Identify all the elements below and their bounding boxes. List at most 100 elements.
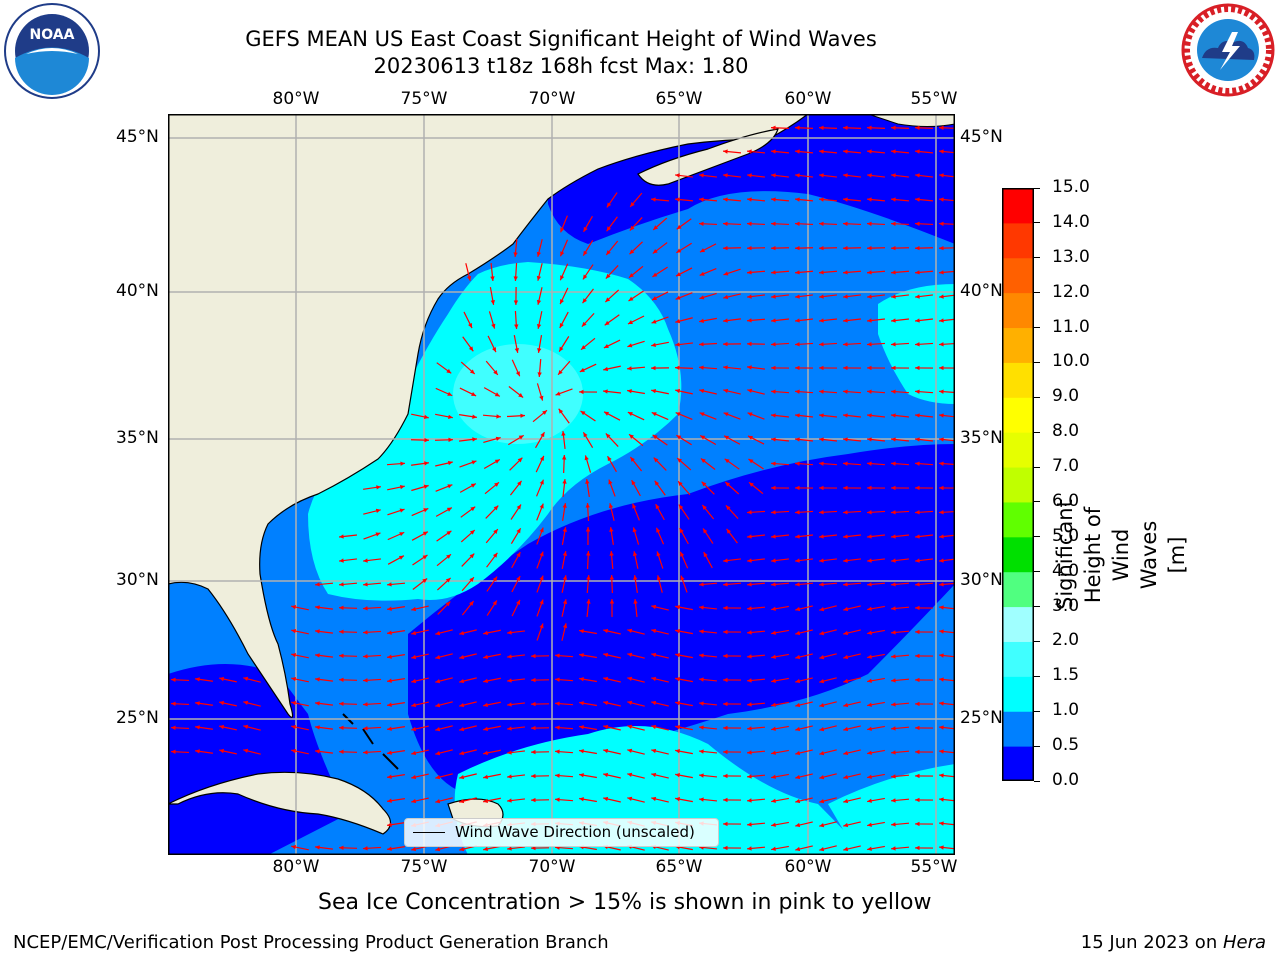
wave-direction-arrowhead [678, 504, 684, 510]
wave-direction-arrowhead [315, 582, 320, 587]
footer-date-text: 15 Jun 2023 on [1080, 932, 1223, 953]
wave-direction-arrowhead [507, 630, 512, 635]
wave-direction-arrowhead [939, 318, 944, 323]
wave-direction-arrowhead [483, 702, 489, 707]
colorbar-band [1002, 641, 1034, 677]
wave-direction-arrowhead [699, 701, 704, 706]
wave-direction-arrowhead [387, 846, 392, 851]
wave-direction-arrowhead [470, 483, 476, 488]
wave-direction-arrowhead [747, 534, 752, 539]
wave-direction-arrowhead [891, 485, 896, 491]
wave-direction-arrowhead [680, 551, 685, 557]
wave-direction-arrowhead [586, 599, 591, 604]
wave-direction-arrowhead [939, 197, 944, 202]
wave-direction-arrowhead [699, 173, 704, 178]
wave-direction-arrowhead [579, 725, 584, 730]
wave-direction-arrowhead [771, 318, 776, 323]
wave-direction-arrowhead [771, 365, 776, 371]
wave-direction-arrowhead [516, 552, 521, 558]
wave-direction-arrowhead [915, 245, 920, 251]
wave-direction-arrowhead [915, 173, 920, 178]
wave-direction-arrowhead [723, 341, 728, 347]
wave-direction-arrowhead [579, 629, 584, 634]
wave-direction-arrowhead [652, 272, 658, 277]
wave-direction-arrowhead [843, 630, 849, 636]
sea-ice-note: Sea Ice Concentration > 15% is shown in … [318, 890, 932, 915]
wave-direction-arrowhead [490, 300, 495, 305]
wave-direction-arrowhead [867, 485, 872, 491]
wave-direction-arrowhead [747, 197, 752, 202]
wave-direction-arrowhead [939, 342, 944, 347]
wave-direction-arrowhead [603, 796, 609, 802]
wave-direction-arrowhead [469, 577, 474, 583]
wave-direction-arrowhead [339, 534, 344, 539]
wave-direction-arrowhead [555, 677, 560, 682]
wave-direction-arrowhead [891, 606, 896, 611]
wave-direction-arrowhead [435, 798, 441, 804]
wave-direction-arrowhead [411, 606, 417, 612]
wave-direction-arrowhead [915, 510, 920, 515]
wave-direction-arrowhead [171, 749, 176, 754]
colorbar-tick-label: 13.0 [1052, 246, 1090, 267]
wave-direction-arrowhead [915, 485, 920, 491]
wave-direction-arrowhead [819, 294, 824, 299]
wave-direction-arrowhead [819, 847, 825, 852]
wave-direction-arrowhead [795, 822, 801, 828]
wave-direction-arrowhead [584, 455, 589, 461]
wave-direction-arrowhead [771, 606, 776, 611]
wave-direction-arrowhead [375, 532, 381, 537]
wave-direction-arrowhead [747, 630, 752, 635]
wave-direction-arrowhead [219, 700, 225, 706]
wave-direction-arrowhead [531, 701, 536, 707]
wave-direction-arrowhead [891, 318, 896, 323]
wave-direction-arrowhead [483, 750, 489, 755]
colorbar-tick-mark [1034, 606, 1040, 608]
wave-direction-arrowhead [363, 726, 368, 731]
wave-direction-arrowhead [607, 456, 612, 462]
wave-direction-arrowhead [315, 845, 320, 850]
wave-direction-arrowhead [771, 270, 776, 275]
map-subtitle: 20230613 t18z 168h fcst Max: 1.80 [373, 54, 749, 78]
wave-direction-arrowhead [795, 774, 801, 780]
wave-direction-arrowhead [651, 604, 657, 610]
wave-direction-arrowhead [539, 527, 544, 533]
colorbar-band [1002, 467, 1034, 503]
wave-direction-arrowhead [339, 582, 344, 587]
colorbar-tick-label: 8.0 [1052, 421, 1080, 442]
wave-direction-arrowhead [675, 629, 680, 634]
lon-label-top: 75°W [400, 89, 448, 109]
wave-direction-arrowhead [819, 413, 824, 418]
wave-direction-arrowhead [915, 725, 920, 731]
wave-direction-arrowhead [579, 677, 584, 682]
wave-direction-arrowhead [843, 485, 848, 491]
wave-direction-arrowhead [939, 821, 944, 826]
wave-direction-arrowhead [680, 575, 685, 581]
colorbar-tick-mark [1034, 187, 1040, 189]
wave-direction-arrowhead [771, 750, 776, 755]
svg-text:NOAA: NOAA [30, 27, 75, 43]
wave-direction-arrowhead [915, 534, 920, 539]
wave-direction-arrowhead [315, 629, 320, 634]
wave-direction-arrowhead [531, 797, 536, 803]
wave-direction-arrowhead [629, 249, 635, 255]
wave-direction-arrowhead [891, 125, 896, 130]
wave-direction-arrowhead [891, 173, 896, 178]
wave-direction-arrowhead [723, 845, 728, 851]
wave-direction-arrowhead [891, 437, 896, 442]
wave-direction-arrowhead [867, 413, 872, 418]
wave-direction-arrowhead [939, 125, 944, 130]
wave-direction-arrowhead [445, 601, 451, 607]
map-frame [168, 114, 955, 855]
wave-direction-arrowhead [723, 558, 728, 563]
wave-direction-arrowhead [747, 149, 752, 154]
wave-direction-arrowhead [723, 149, 728, 154]
wave-direction-arrowhead [915, 605, 920, 611]
wave-direction-arrowhead [514, 324, 519, 329]
wave-direction-arrowhead [291, 652, 297, 658]
wave-direction-arrowhead [459, 750, 465, 756]
colorbar-tick-label: 4.0 [1052, 560, 1080, 581]
wave-direction-arrowhead [387, 798, 392, 803]
wave-direction-arrowhead [771, 774, 776, 779]
wave-direction-arrowhead [536, 323, 542, 329]
wave-direction-arrowhead [555, 749, 560, 754]
